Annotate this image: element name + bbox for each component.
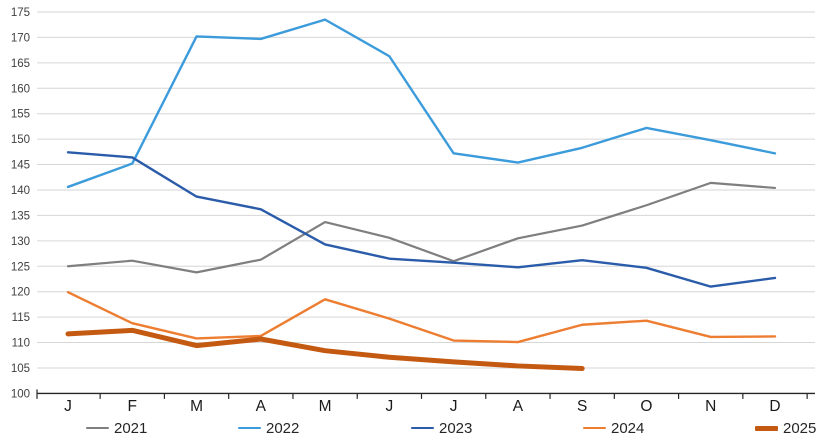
y-axis-label: 145	[11, 160, 30, 172]
y-axis-label: 125	[11, 261, 30, 273]
x-axis-label: M	[319, 398, 332, 415]
series-line-2022	[66, 18, 777, 189]
x-axis-label: M	[190, 398, 203, 415]
legend-label-2023: 2023	[439, 419, 473, 437]
x-axis-label: J	[64, 398, 72, 415]
x-axis-label: F	[128, 398, 137, 415]
legend-swatch-2024	[583, 427, 606, 429]
legend: 2021 2022 2023 2024 2025	[0, 416, 820, 446]
legend-label-2024: 2024	[611, 419, 645, 437]
x-axis-label: D	[769, 398, 780, 415]
y-axis-label: 160	[11, 83, 30, 95]
legend-swatch-2021	[86, 427, 109, 429]
y-axis-label: 150	[11, 134, 30, 146]
y-axis-label: 140	[11, 185, 30, 197]
legend-label-2021: 2021	[114, 419, 148, 437]
series-line-2025	[65, 327, 585, 371]
y-axis-label: 175	[11, 7, 30, 19]
y-axis-label: 100	[11, 388, 30, 400]
y-axis-label: 110	[12, 338, 30, 350]
x-axis-label: A	[513, 398, 524, 415]
x-axis-label: O	[640, 398, 652, 415]
y-axis-label: 135	[11, 210, 30, 222]
x-axis-label: J	[385, 398, 393, 415]
y-axis-label: 115	[12, 312, 30, 324]
legend-label-2025: 2025	[783, 419, 817, 437]
legend-swatch-2025	[755, 425, 778, 431]
y-axis-label: 155	[11, 109, 30, 121]
series-line-2021	[66, 181, 777, 274]
y-axis-label: 105	[11, 363, 30, 375]
y-axis-label: 165	[11, 58, 30, 70]
legend-item-2023: 2023	[411, 416, 472, 440]
y-axis-label: 170	[11, 32, 30, 44]
x-axis-label: J	[450, 398, 458, 415]
y-axis-label: 120	[11, 287, 30, 299]
series-line-2023	[66, 151, 777, 288]
x-axis-label: A	[256, 398, 267, 415]
legend-label-2022: 2022	[266, 419, 300, 437]
legend-swatch-2022	[238, 427, 261, 429]
plot-area: 100 105 110 115 120 125 130 135 140 145 150 155 160 1…	[11, 7, 815, 415]
legend-item-2025: 2025	[755, 416, 816, 440]
y-axis-label: 130	[11, 236, 30, 248]
legend-swatch-2023	[411, 427, 434, 429]
legend-item-2021: 2021	[86, 416, 147, 440]
series-line-2024	[66, 291, 777, 344]
x-axis-label: S	[577, 398, 587, 415]
x-axis-label: N	[705, 398, 716, 415]
legend-item-2022: 2022	[238, 416, 299, 440]
legend-item-2024: 2024	[583, 416, 644, 440]
